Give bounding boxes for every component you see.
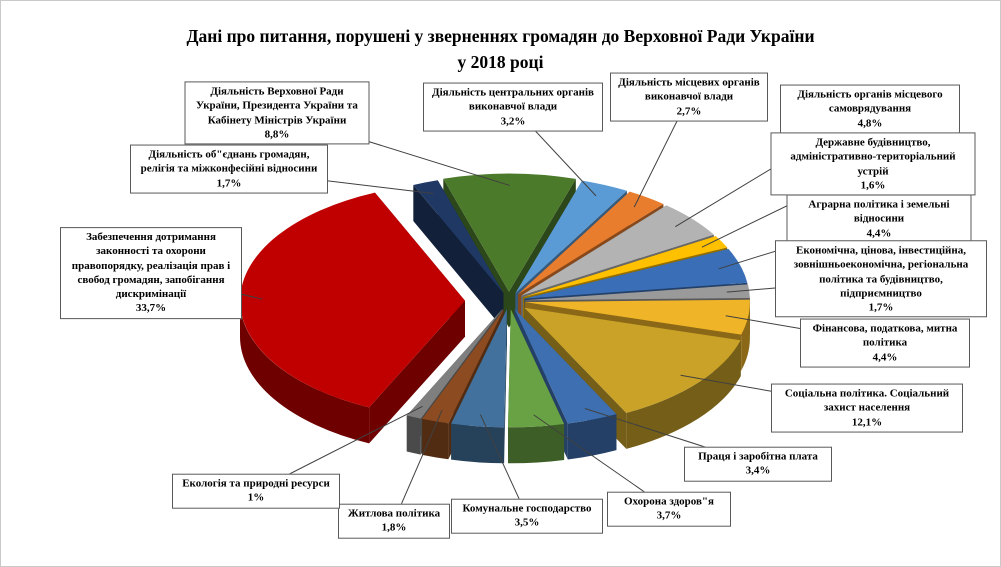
pie-slice-rim [406,415,421,455]
pie-slice-rim [567,414,617,460]
leader-line [276,112,510,186]
pie-slice [422,309,505,424]
pie-slice [508,309,565,428]
pie-slice-wall [504,309,507,464]
pie-slice [524,299,750,335]
pie-slice-rim [422,418,449,460]
pie-slice [515,180,627,294]
pie-slice [443,173,576,292]
chart-title-line2: у 2018 році [457,52,544,73]
leader-line [726,278,882,293]
pie-slice [524,249,748,299]
pie-slice [514,308,617,424]
leader-line [228,168,434,194]
pie-slice [525,284,750,301]
pie-slice-rim [626,340,741,449]
leader-line [633,96,690,208]
chart-title: Дані про питання, порушені у зверненнях … [1,23,1000,76]
leader-line [393,409,443,522]
leader-line [701,163,874,248]
pie-slice-wall [413,185,504,330]
pie-slice-wall [369,300,465,444]
pie-slice-rim [240,300,370,444]
pie-slice [521,205,714,296]
leader-line [675,108,871,228]
pie-slice [524,307,741,413]
pie-slice-rim [451,423,505,464]
leader-line [718,218,880,270]
pie-slice-rim [508,424,565,464]
pie-slice [240,192,465,408]
chart-title-line1: Дані про питання, порушені у зверненнях … [186,26,815,46]
pie-slice [413,180,504,294]
pie-slice [518,191,664,295]
pie-slice [406,308,503,419]
pie-slice [523,236,728,298]
pie-slice [451,309,507,428]
